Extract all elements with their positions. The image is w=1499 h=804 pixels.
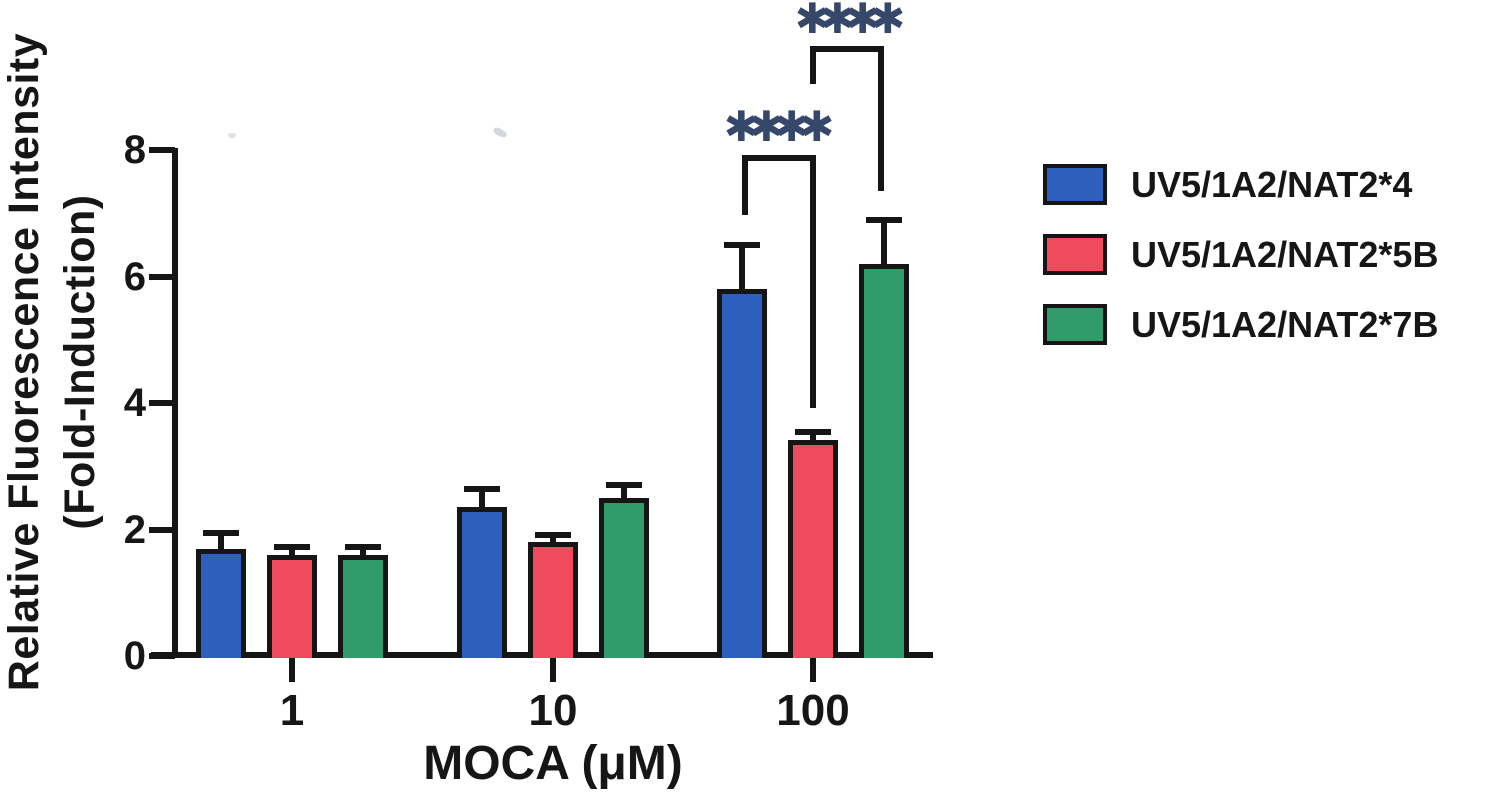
error-bar-stem	[810, 432, 816, 444]
legend-label: UV5/1A2/NAT2*7B	[1131, 304, 1439, 345]
x-tick	[289, 658, 295, 682]
error-bar-cap	[345, 544, 381, 550]
scan-artifact	[228, 133, 236, 138]
error-bar-cap	[606, 482, 642, 488]
legend-item: UV5/1A2/NAT2*7B	[1043, 304, 1438, 345]
error-bar-stem	[360, 547, 366, 559]
sig-bracket-left-leg	[810, 46, 816, 84]
y-tick-label: 4	[123, 381, 146, 425]
sig-bracket-left-leg	[742, 155, 748, 215]
bar-series3-100uM	[859, 264, 909, 658]
y-tick	[149, 527, 175, 533]
error-bar-cap	[535, 532, 571, 538]
y-tick-label: 8	[123, 128, 146, 172]
error-bar-cap	[274, 544, 310, 550]
bar-series2-10uM	[528, 542, 578, 658]
sig-bracket-right-leg	[878, 46, 884, 191]
y-tick-label: 2	[123, 508, 146, 552]
error-bar-stem	[218, 533, 224, 552]
y-tick	[149, 147, 175, 153]
bar-series1-1uM	[196, 549, 246, 658]
error-bar-stem	[479, 489, 485, 512]
legend-swatch-nat2-7b	[1043, 304, 1107, 345]
y-tick	[149, 274, 175, 280]
y-tick-label: 0	[123, 634, 146, 678]
legend-swatch-nat2-4	[1043, 164, 1107, 205]
sig-bracket-bar	[742, 155, 816, 161]
sig-stars: ✱✱✱✱	[794, 0, 906, 43]
x-tick-label: 1	[279, 686, 305, 735]
error-bar-cap	[866, 217, 902, 223]
y-tick-label: 6	[123, 255, 146, 299]
error-bar-stem	[621, 485, 627, 502]
x-tick-label: 10	[528, 686, 578, 735]
legend-item: UV5/1A2/NAT2*4	[1043, 164, 1438, 205]
error-bar-cap	[464, 486, 500, 492]
legend-item: UV5/1A2/NAT2*5B	[1043, 234, 1438, 275]
bar-series1-100uM	[717, 289, 767, 658]
legend: UV5/1A2/NAT2*4 UV5/1A2/NAT2*5B UV5/1A2/N…	[1043, 164, 1438, 374]
error-bar-stem	[289, 547, 295, 559]
bar-series3-10uM	[599, 498, 649, 658]
x-tick	[550, 658, 556, 682]
bar-series3-1uM	[338, 555, 388, 658]
error-bar-stem	[881, 220, 887, 268]
legend-label: UV5/1A2/NAT2*4	[1131, 164, 1413, 205]
error-bar-cap	[203, 530, 239, 536]
sig-bracket-bar	[810, 46, 884, 52]
x-tick	[810, 658, 816, 682]
sig-stars: ✱✱✱✱	[723, 102, 835, 151]
x-tick-label: 100	[776, 686, 850, 735]
y-tick	[149, 653, 175, 659]
bar-series2-100uM	[788, 440, 838, 658]
y-axis-line	[172, 148, 178, 658]
error-bar-stem	[739, 245, 745, 293]
bar-series2-1uM	[267, 555, 317, 658]
y-tick	[149, 400, 175, 406]
error-bar-cap	[795, 429, 831, 435]
legend-label: UV5/1A2/NAT2*5B	[1131, 234, 1439, 275]
bar-series1-10uM	[457, 507, 507, 658]
legend-swatch-nat2-5b	[1043, 234, 1107, 275]
error-bar-cap	[724, 242, 760, 248]
x-axis-title: MOCA (μM)	[423, 737, 683, 790]
sig-bracket-right-leg	[810, 155, 816, 408]
error-bar-stem	[550, 535, 556, 547]
